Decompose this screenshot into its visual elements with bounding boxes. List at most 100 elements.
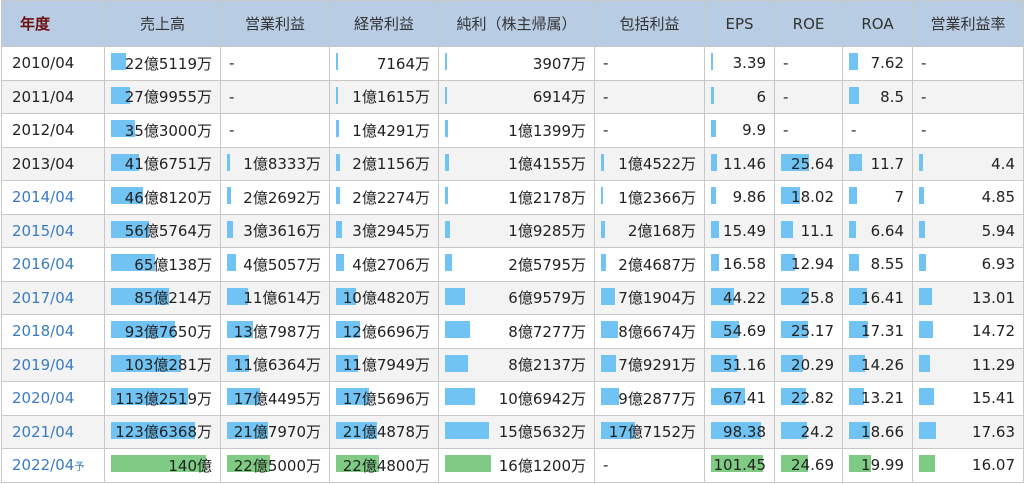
year-cell[interactable]: 2020/04 [1, 381, 105, 416]
net-profit-cell: 2億5795万 [438, 247, 595, 282]
operating-profit-cell: 2億2692万 [220, 180, 330, 215]
operating-margin-value: 6.93 [981, 255, 1015, 274]
year-link[interactable]: 2021/04 [12, 422, 75, 441]
ordinary-profit-cell: 2億1156万 [329, 146, 439, 181]
net-profit-bar [445, 220, 451, 238]
net-profit-bar [445, 120, 449, 137]
roa-value: - [851, 121, 857, 140]
roe-value: 24.2 [800, 422, 834, 441]
operating-margin-cell: 16.07 [912, 448, 1024, 483]
year-cell[interactable]: 2019/04 [1, 347, 105, 382]
year-cell[interactable]: 2022/04予 [1, 448, 105, 483]
comprehensive-income-bar [601, 187, 604, 204]
year-link[interactable]: 2019/04 [12, 355, 75, 374]
year-link[interactable]: 2015/04 [12, 221, 75, 240]
roa-value: 19.99 [861, 456, 904, 475]
roa-cell: 14.26 [842, 347, 913, 382]
ordinary-profit-bar [336, 153, 341, 171]
net-profit-value: 6914万 [532, 88, 586, 107]
eps-cell: 11.46 [704, 146, 775, 181]
sales-bar [111, 254, 156, 271]
ordinary-profit-bar [336, 421, 377, 439]
eps-bar [711, 187, 717, 204]
roa-bar [849, 220, 857, 238]
comprehensive-income-value: - [603, 87, 609, 106]
net-profit-cell: 8億2137万 [438, 347, 595, 382]
header-operating-profit: 営業利益 [220, 0, 330, 47]
table-row: 2018/04 93億7650万 13億7987万 12億6696万 8億7277万 8億… [1, 314, 1024, 349]
eps-cell: 3.39 [704, 46, 775, 81]
year-link[interactable]: 2014/04 [12, 188, 75, 207]
eps-cell: 9.9 [704, 113, 775, 148]
roa-cell: 8.5 [842, 79, 913, 114]
header-eps: EPS [704, 0, 775, 47]
ordinary-profit-value: 1億4291万 [352, 121, 430, 140]
ordinary-profit-bar [336, 120, 339, 137]
ordinary-profit-bar [336, 354, 359, 372]
operating-profit-cell: 22億5000万 [220, 448, 330, 483]
comprehensive-income-cell: - [594, 46, 705, 81]
sales-bar [111, 421, 196, 439]
roa-bar [849, 321, 869, 338]
ordinary-profit-value: 10億4820万 [342, 289, 430, 308]
ordinary-profit-cell: 3億2945万 [329, 213, 439, 248]
eps-cell: 15.49 [704, 213, 775, 248]
eps-cell: 51.16 [704, 347, 775, 382]
comprehensive-income-bar [601, 321, 618, 338]
comprehensive-income-cell: - [594, 448, 705, 483]
roa-bar [849, 187, 857, 204]
operating-margin-bar [919, 220, 925, 238]
year-cell[interactable]: 2016/04 [1, 247, 105, 282]
year-cell[interactable]: 2018/04 [1, 314, 105, 349]
year-cell[interactable]: 2017/04 [1, 280, 105, 315]
operating-margin-cell: 4.4 [912, 146, 1024, 181]
sales-value: 22億5119万 [124, 54, 212, 73]
sales-cell: 41億6751万 [104, 146, 221, 181]
year-link[interactable]: 2022/04 [12, 456, 75, 475]
sales-cell: 22億5119万 [104, 46, 221, 81]
year-cell[interactable]: 2014/04 [1, 180, 105, 215]
net-profit-bar [445, 153, 450, 171]
ordinary-profit-value: 21億4878万 [342, 423, 430, 442]
eps-bar [711, 354, 738, 372]
operating-profit-value: 17億4495万 [233, 389, 321, 408]
operating-margin-value: 13.01 [972, 288, 1015, 307]
roa-value: 18.66 [861, 422, 904, 441]
year-cell[interactable]: 2021/04 [1, 414, 105, 449]
net-profit-value: 3907万 [532, 54, 586, 73]
table-row: 2022/04予 140億 22億5000万 22億4800万 16億1200万 - 101… [1, 448, 1024, 483]
net-profit-value: 15億5632万 [498, 423, 586, 442]
roa-cell: 13.21 [842, 381, 913, 416]
eps-bar [711, 321, 739, 338]
net-profit-value: 1億1399万 [508, 121, 586, 140]
comprehensive-income-bar [601, 254, 606, 271]
net-profit-cell: 10億6942万 [438, 381, 595, 416]
ordinary-profit-bar [336, 455, 379, 472]
roe-cell: 24.69 [774, 448, 843, 483]
operating-profit-bar [227, 254, 236, 271]
roe-value: 20.29 [791, 355, 834, 374]
sales-bar [111, 220, 150, 238]
year-cell[interactable]: 2015/04 [1, 213, 105, 248]
operating-profit-value: 21億7970万 [233, 423, 321, 442]
year-link[interactable]: 2017/04 [12, 288, 75, 307]
sales-bar [111, 354, 182, 372]
ordinary-profit-cell: 21億4878万 [329, 414, 439, 449]
eps-value: 51.16 [723, 355, 766, 374]
operating-margin-value: - [921, 54, 927, 73]
roe-value: - [783, 54, 789, 73]
sales-value: 113億2519万 [115, 389, 212, 408]
year-link[interactable]: 2020/04 [12, 389, 75, 408]
operating-margin-cell: - [912, 46, 1024, 81]
roe-value: 22.82 [791, 389, 834, 408]
year-label: 2011/04 [12, 87, 75, 106]
net-profit-bar [445, 254, 453, 271]
sales-bar [111, 321, 175, 338]
sales-value: 46億8120万 [124, 188, 212, 207]
roe-cell: - [774, 79, 843, 114]
roa-value: 17.31 [861, 322, 904, 341]
year-link[interactable]: 2016/04 [12, 255, 75, 274]
operating-profit-cell: 13億7987万 [220, 314, 330, 349]
sales-bar [111, 187, 143, 204]
year-link[interactable]: 2018/04 [12, 322, 75, 341]
